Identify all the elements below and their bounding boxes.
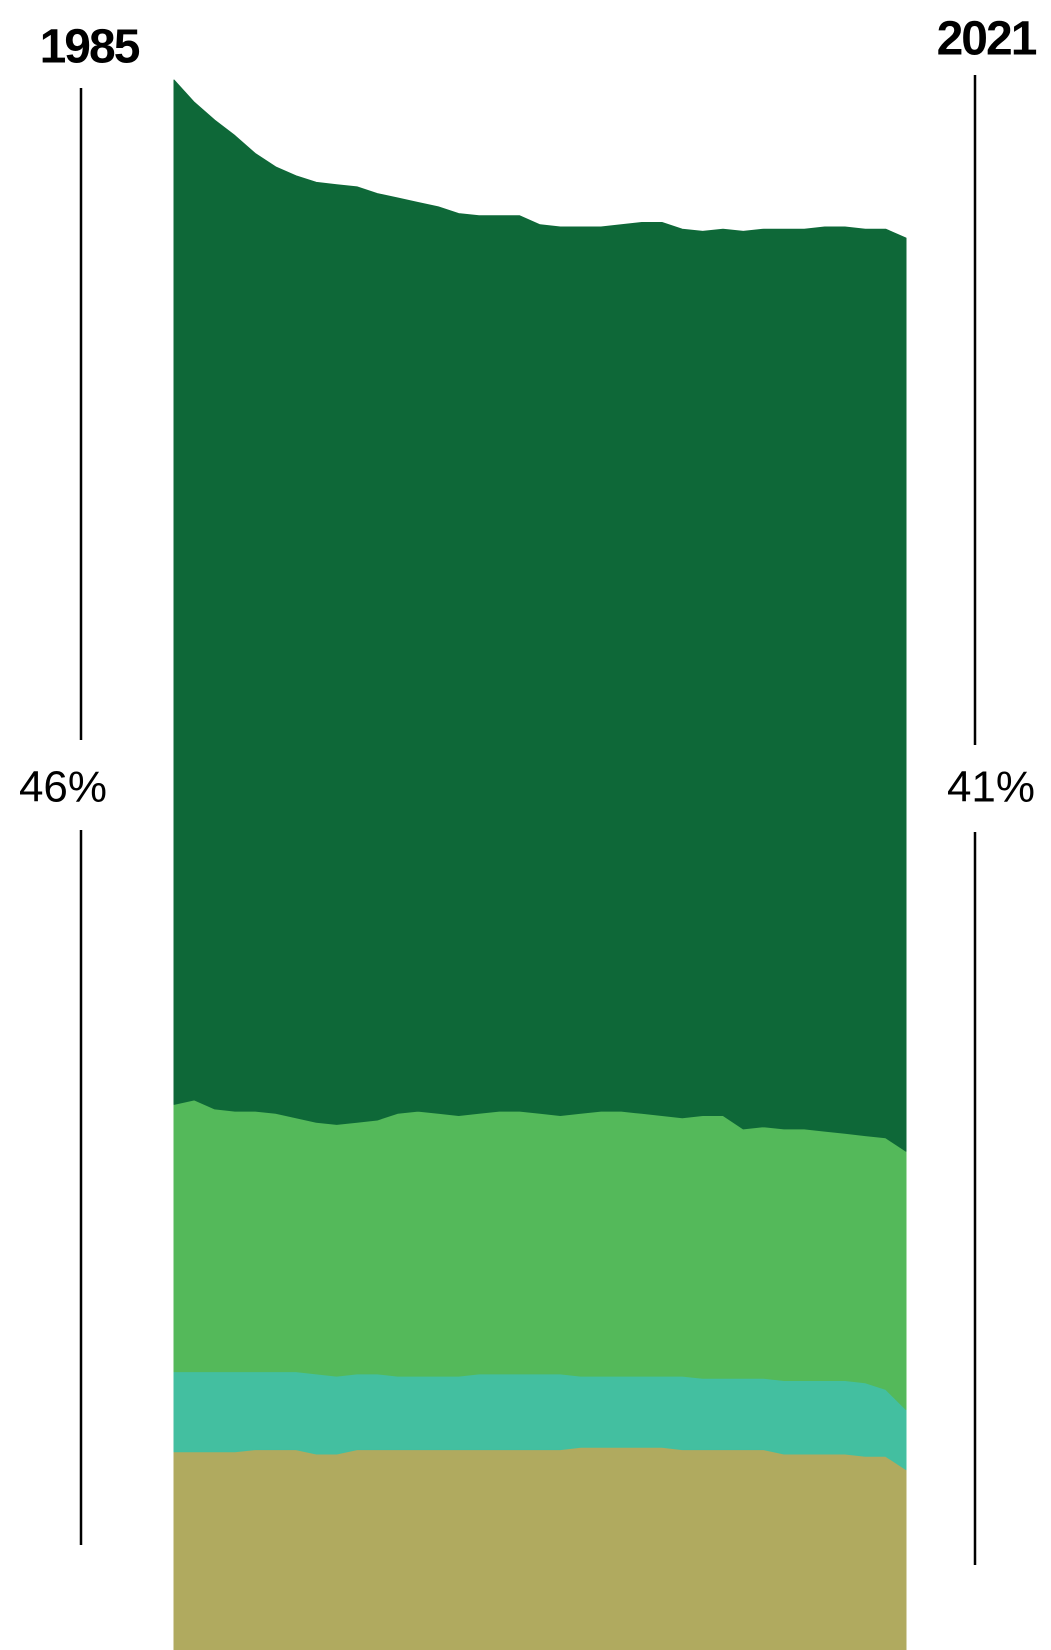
end-value: 41% (947, 763, 1035, 812)
start-value: 46% (19, 763, 107, 812)
area (173, 79, 907, 1152)
areas (173, 79, 907, 1650)
end-year: 2021 (937, 13, 1037, 66)
area (173, 1099, 907, 1410)
area (173, 1446, 907, 1650)
start-year: 1985 (40, 21, 140, 74)
